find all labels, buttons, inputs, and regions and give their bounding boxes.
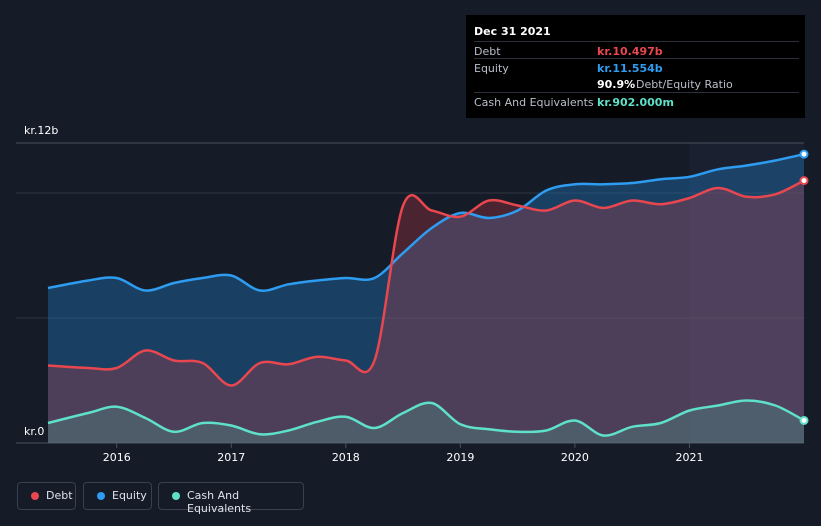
x-tick-label: 2017 — [217, 451, 245, 464]
legend-item-cash[interactable]: Cash And Equivalents — [158, 482, 304, 515]
x-tick-label: 2019 — [446, 451, 474, 464]
tooltip-cash-value: kr.902.000m — [597, 96, 674, 109]
legend-debt-label: Debt — [46, 489, 73, 502]
area-debt — [48, 180, 804, 443]
legend-cash-dot — [172, 492, 180, 500]
tooltip-equity-value: kr.11.554b — [597, 62, 663, 75]
x-tick-label: 2016 — [103, 451, 131, 464]
legend-item-debt[interactable]: Debt — [17, 482, 76, 510]
area-equity — [48, 154, 804, 443]
line-equity — [47, 152, 805, 292]
tooltip-ratio-value: 90.9% — [597, 78, 636, 91]
tooltip-row-ratio: 90.9% Debt/Equity Ratio — [474, 75, 799, 92]
tooltip-ratio-suffix: Debt/Equity Ratio — [636, 78, 733, 91]
tooltip-date: Dec 31 2021 — [474, 25, 551, 38]
end-marker-equity — [799, 149, 809, 159]
legend-equity-label: Equity — [112, 489, 147, 502]
x-tick-label: 2021 — [675, 451, 703, 464]
x-tick-label: 2020 — [561, 451, 589, 464]
tooltip-panel: Dec 31 2021 Debt kr.10.497b Equity kr.11… — [466, 15, 805, 118]
y-axis-label: kr.0 — [24, 425, 44, 438]
end-marker-debt — [799, 176, 809, 186]
legend-item-equity[interactable]: Equity — [83, 482, 152, 510]
area-cash-and-equivalents — [48, 400, 804, 443]
end-marker-cash-and-equivalents — [799, 415, 809, 425]
tooltip-row-cash: Cash And Equivalents kr.902.000m — [474, 92, 799, 110]
tooltip-debt-value: kr.10.497b — [597, 45, 663, 58]
y-axis-label: kr.12b — [24, 124, 58, 137]
line-debt — [47, 179, 805, 387]
x-tick-label: 2018 — [332, 451, 360, 464]
tooltip-equity-label: Equity — [474, 62, 509, 75]
legend-debt-dot — [31, 492, 39, 500]
tooltip-row-equity: Equity kr.11.554b — [474, 58, 799, 76]
line-cash-and-equivalents — [47, 399, 805, 437]
tooltip-row-debt: Debt kr.10.497b — [474, 41, 799, 59]
legend-cash-label: Cash And Equivalents — [187, 489, 252, 515]
tooltip-cash-label: Cash And Equivalents — [474, 96, 594, 109]
legend-equity-dot — [97, 492, 105, 500]
tooltip-debt-label: Debt — [474, 45, 501, 58]
